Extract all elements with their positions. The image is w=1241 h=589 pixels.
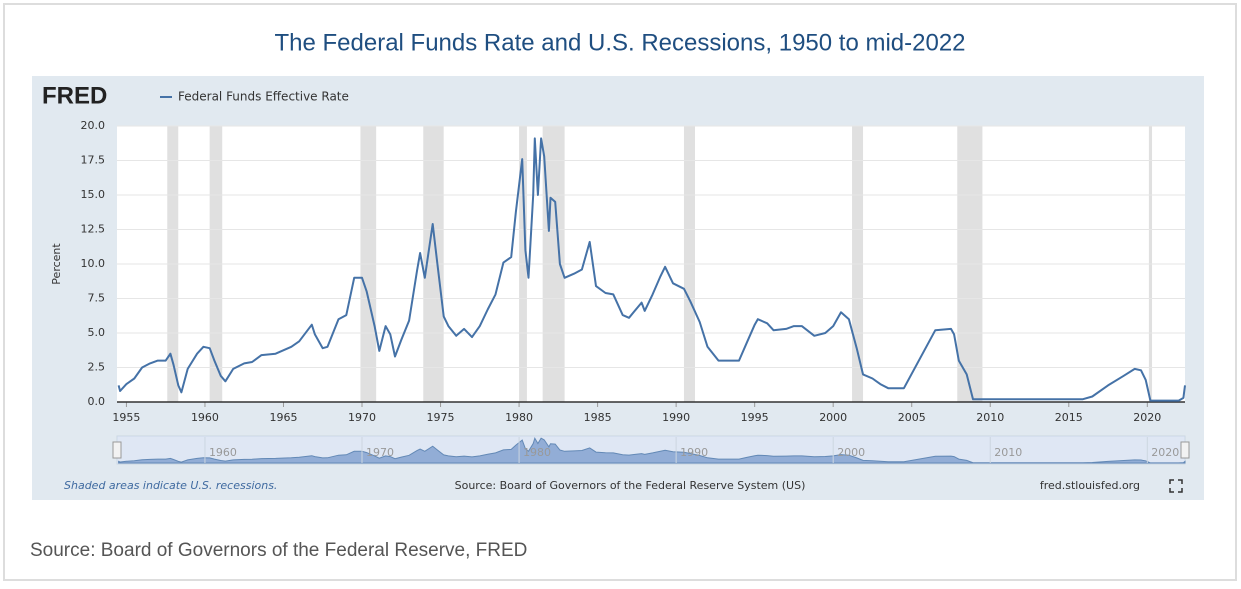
y-tick-label: 2.5: [88, 361, 106, 374]
x-tick-label: 1985: [584, 411, 612, 424]
y-tick-label: 17.5: [81, 154, 106, 167]
y-axis-label: Percent: [50, 243, 63, 285]
fullscreen-icon[interactable]: [1169, 479, 1183, 493]
navigator-tick-label: 1960: [209, 446, 237, 459]
site-link[interactable]: fred.stlouisfed.org: [1040, 479, 1140, 492]
legend-label: Federal Funds Effective Rate: [178, 90, 349, 104]
x-tick-label: 2015: [1055, 411, 1083, 424]
x-tick-label: 1980: [505, 411, 533, 424]
navigator-tick-label: 1980: [523, 446, 551, 459]
x-tick-label: 1960: [191, 411, 219, 424]
navigator-tick-label: 2020: [1151, 446, 1179, 459]
navigator-area: [118, 436, 1186, 464]
x-tick-label: 2020: [1133, 411, 1161, 424]
y-tick-label: 5.0: [88, 326, 106, 339]
y-tick-label: 15.0: [81, 188, 106, 201]
x-tick-label: 1970: [348, 411, 376, 424]
x-tick-label: 1990: [662, 411, 690, 424]
data-line: [117, 137, 1186, 402]
x-tick-label: 1995: [741, 411, 769, 424]
logo: FRED: [42, 82, 107, 109]
navigator-handle[interactable]: [112, 441, 122, 459]
x-tick-label: 2000: [819, 411, 847, 424]
y-tick-label: 20.0: [81, 119, 106, 132]
y-tick-label: 10.0: [81, 257, 106, 270]
navigator-tick-label: 1990: [680, 446, 708, 459]
chart-title: The Federal Funds Rate and U.S. Recessio…: [274, 29, 965, 56]
y-tick-label: 7.5: [88, 292, 106, 305]
x-tick-label: 1975: [427, 411, 455, 424]
x-tick-label: 1955: [112, 411, 140, 424]
source-note: Source: Board of Governors of the Federa…: [455, 479, 806, 492]
navigator-handle[interactable]: [1180, 441, 1190, 459]
y-tick-label: 0.0: [88, 395, 106, 408]
y-tick-label: 12.5: [81, 223, 106, 236]
x-tick-label: 2010: [976, 411, 1004, 424]
x-tick-label: 2005: [898, 411, 926, 424]
navigator-tick-label: 2010: [994, 446, 1022, 459]
x-tick-label: 1965: [269, 411, 297, 424]
caption: Source: Board of Governors of the Federa…: [30, 540, 527, 561]
recession-note: Shaded areas indicate U.S. recessions.: [64, 479, 277, 492]
navigator-tick-label: 1970: [366, 446, 394, 459]
navigator-tick-label: 2000: [837, 446, 865, 459]
